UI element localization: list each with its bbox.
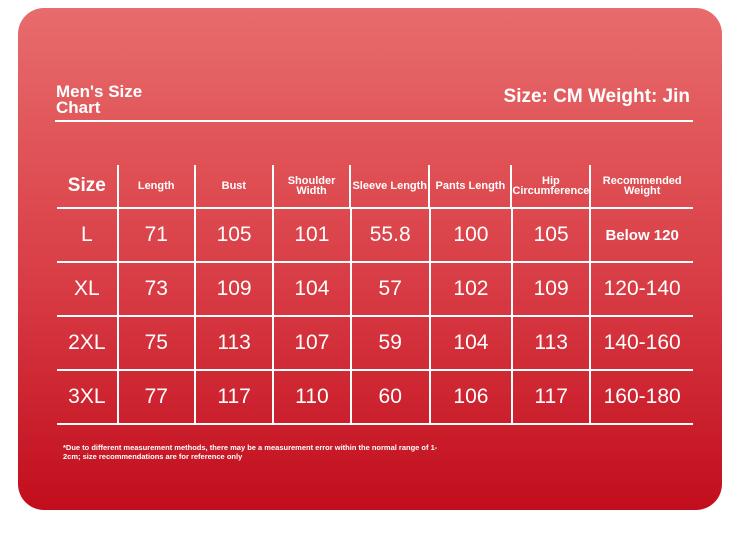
table-row: 2XL 75 113 107 59 104 113 140-160 (57, 317, 693, 371)
title: Men's Size Chart (56, 82, 143, 117)
table-cell: 102 (428, 263, 511, 315)
table-cell: 104 (428, 317, 511, 369)
table-row: L 71 105 101 55.8 100 105 Below 120 (57, 209, 693, 263)
table-cell: Below 120 (589, 209, 693, 261)
note: *Due to different measurement methods, t… (63, 443, 438, 461)
table-cell: XL (73, 277, 100, 300)
size-table: Size Length Bust Shoulder Width Sleeve Lengt… (57, 165, 693, 425)
table-cell: 109 (193, 263, 272, 315)
header-row: Size Length Bust Shoulder Width Sleeve Lengt… (57, 165, 693, 209)
units: Size: CM Weight: Jin (503, 86, 690, 107)
column-header: Hip Circumference (510, 165, 589, 207)
table-cell: L (80, 223, 93, 246)
table-cell: 3XL (68, 385, 106, 408)
table-cell: 104 (272, 263, 349, 315)
table-cell: 101 (272, 209, 349, 261)
column-header: Pants Length (428, 165, 510, 207)
table-cell: 107 (272, 317, 349, 369)
table-cell: 75 (116, 317, 194, 369)
table-cell: 120-140 (589, 263, 693, 315)
table-cell: 71 (116, 209, 194, 261)
table-cell: 113 (193, 317, 272, 369)
table-cell: 100 (428, 209, 511, 261)
table-cell: 105 (511, 209, 589, 261)
table-cell: 2XL (68, 331, 106, 354)
table-cell: 73 (116, 263, 194, 315)
table-cell: 140-160 (589, 317, 693, 369)
table-row: XL 73 109 104 57 102 109 120-140 (57, 263, 693, 317)
table-cell: 105 (193, 209, 272, 261)
table-cell: 77 (116, 371, 194, 423)
table-cell: 106 (428, 371, 511, 423)
table-cell: 59 (349, 317, 429, 369)
column-header: Length (116, 165, 194, 207)
table-cell: 60 (349, 371, 429, 423)
table-cell: 160-180 (589, 371, 693, 423)
table-cell: 113 (511, 317, 589, 369)
column-header: Sleeve Length (349, 165, 428, 207)
table-cell: 117 (193, 371, 272, 423)
size-card: Men's Size Chart Size: CM Weight: Jin Si… (18, 8, 722, 510)
column-header: Shoulder Width (271, 165, 349, 207)
table-row: 3XL 77 117 110 60 106 117 160-180 (57, 371, 693, 425)
divider (55, 120, 693, 122)
column-header: Bust (193, 165, 272, 207)
column-header: Size (67, 175, 106, 196)
table-cell: 109 (511, 263, 589, 315)
table-cell: 110 (272, 371, 349, 423)
column-header: Recommended Weight (589, 165, 693, 207)
table-cell: 117 (511, 371, 589, 423)
table-cell: 55.8 (349, 209, 429, 261)
table-cell: 57 (349, 263, 429, 315)
